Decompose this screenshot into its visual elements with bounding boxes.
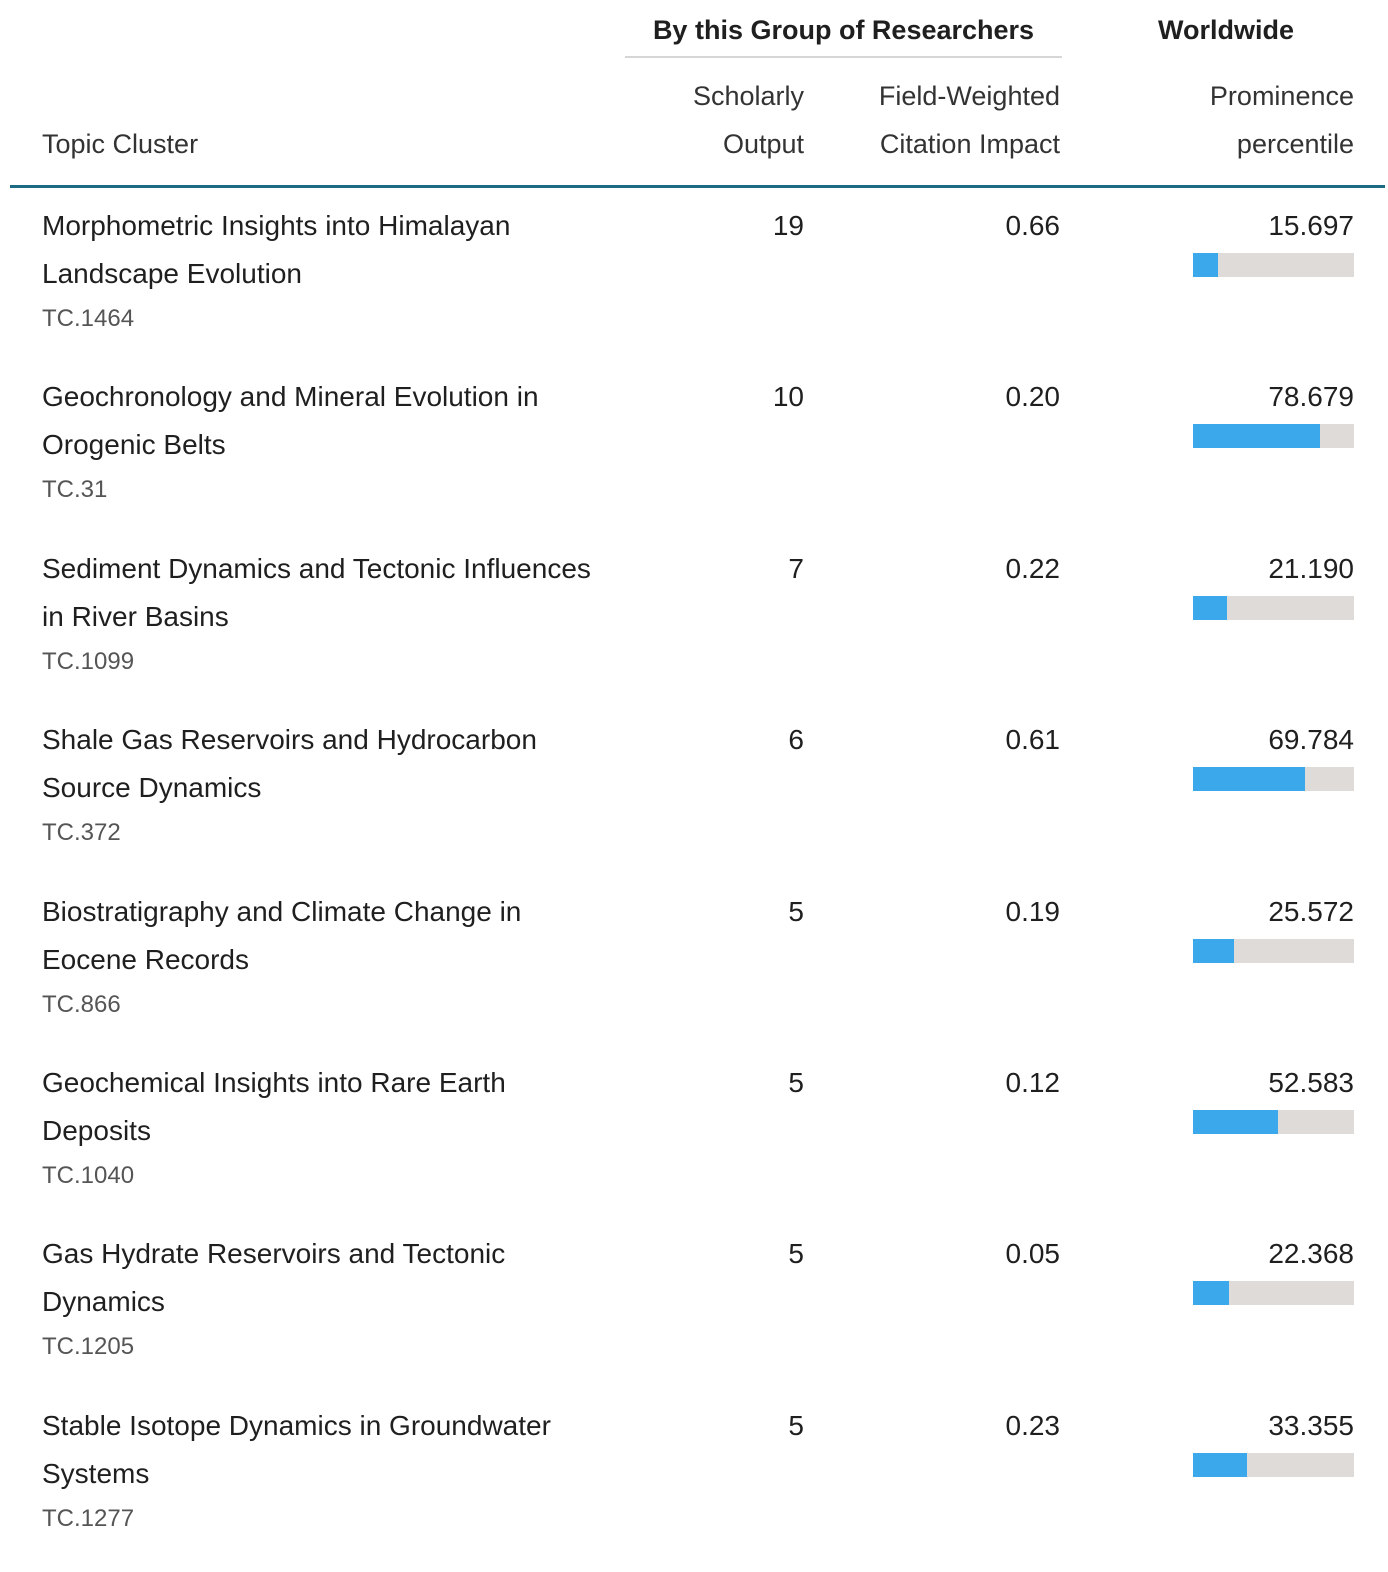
header-line: Field-Weighted bbox=[878, 81, 1060, 111]
header-line: percentile bbox=[1236, 129, 1354, 159]
header-line: Citation Impact bbox=[879, 129, 1060, 159]
topic-name: Sediment Dynamics and Tectonic Influence… bbox=[42, 552, 591, 632]
scholarly-output: 7 bbox=[788, 552, 804, 584]
prominence-track bbox=[1193, 767, 1354, 792]
prominence-track bbox=[1193, 253, 1354, 277]
table-row: Shale Gas Reservoirs and Hydrocarbon Sou… bbox=[0, 716, 1388, 886]
scholarly-output: 19 bbox=[772, 210, 804, 241]
topic-code: TC.1040 bbox=[42, 1162, 135, 1189]
column-header: Topic Cluster bbox=[42, 129, 199, 159]
table-row: Biostratigraphy and Climate Change in Eo… bbox=[0, 888, 1388, 1058]
table-row: Stable Isotope Dynamics in Groundwater S… bbox=[0, 1402, 1388, 1572]
prominence-value: 52.583 bbox=[1268, 1067, 1354, 1098]
prominence-track bbox=[1193, 595, 1354, 620]
table-row: Geochronology and Mineral Evolution in O… bbox=[0, 373, 1388, 543]
table-row: Sediment Dynamics and Tectonic Influence… bbox=[0, 545, 1388, 715]
topic-code: TC.31 bbox=[42, 476, 108, 504]
fwci: 0.22 bbox=[1005, 552, 1061, 584]
topic-code: TC.1099 bbox=[42, 647, 135, 675]
prominence-bar bbox=[1193, 1110, 1278, 1134]
scholarly-output: 5 bbox=[788, 1238, 804, 1270]
topic-code: TC.372 bbox=[42, 819, 121, 847]
group-underline bbox=[625, 56, 1062, 58]
prominence-bar bbox=[1193, 253, 1219, 277]
fwci: 0.20 bbox=[1005, 381, 1061, 413]
prominence-bar bbox=[1193, 595, 1228, 620]
header-line: Prominence bbox=[1209, 81, 1354, 111]
prominence-value: 21.190 bbox=[1268, 552, 1354, 584]
prominence-value: 78.679 bbox=[1268, 381, 1354, 413]
fwci: 0.66 bbox=[1005, 210, 1061, 241]
topic-name: Shale Gas Reservoirs and Hydrocarbon Sou… bbox=[42, 724, 537, 804]
scholarly-output: 10 bbox=[772, 381, 804, 413]
fwci: 0.19 bbox=[1005, 895, 1061, 927]
table-row: Morphometric Insights into Himalayan Lan… bbox=[0, 202, 1388, 372]
topic-name: Morphometric Insights into Himalayan Lan… bbox=[42, 210, 511, 289]
topic-name: Stable Isotope Dynamics in Groundwater S… bbox=[42, 1409, 551, 1489]
header-rule bbox=[10, 185, 1385, 188]
scholarly-output: 6 bbox=[788, 724, 804, 756]
column-header: Scholarly Output bbox=[600, 72, 804, 168]
header-line: Scholarly bbox=[692, 81, 804, 111]
column-header: Field-Weighted Citation Impact bbox=[820, 72, 1060, 168]
table-row: Gas Hydrate Reservoirs and Tectonic Dyna… bbox=[0, 1230, 1388, 1400]
scholarly-output: 5 bbox=[788, 1409, 804, 1441]
prominence-value: 15.697 bbox=[1268, 210, 1354, 241]
group-title: Worldwide bbox=[1157, 15, 1294, 45]
group-title: By this Group of Researchers bbox=[652, 15, 1035, 45]
topic-name: Geochemical Insights into Rare Earth Dep… bbox=[42, 1067, 506, 1146]
prominence-bar bbox=[1193, 1281, 1229, 1306]
prominence-track bbox=[1193, 1281, 1354, 1306]
prominence-track bbox=[1193, 1110, 1354, 1134]
prominence-bar bbox=[1193, 767, 1306, 792]
topic-name: Biostratigraphy and Climate Change in Eo… bbox=[42, 895, 522, 975]
fwci: 0.12 bbox=[1005, 1067, 1061, 1098]
prominence-value: 22.368 bbox=[1268, 1238, 1354, 1270]
prominence-track bbox=[1193, 1452, 1354, 1477]
prominence-value: 25.572 bbox=[1268, 895, 1354, 927]
fwci: 0.61 bbox=[1005, 724, 1061, 756]
fwci: 0.23 bbox=[1005, 1409, 1061, 1441]
page: {"header": { "group_researchers": "By th… bbox=[0, 15, 1388, 1532]
fwci: 0.05 bbox=[1005, 1238, 1061, 1270]
prominence-bar bbox=[1193, 1452, 1247, 1477]
scholarly-output: 5 bbox=[788, 895, 804, 927]
topic-name: Geochronology and Mineral Evolution in O… bbox=[42, 381, 539, 461]
topic-code: TC.1277 bbox=[42, 1504, 135, 1532]
topic-name: Gas Hydrate Reservoirs and Tectonic Dyna… bbox=[42, 1238, 506, 1318]
prominence-bar bbox=[1193, 424, 1320, 449]
header-line: Output bbox=[722, 129, 804, 159]
prominence-value: 69.784 bbox=[1268, 724, 1354, 756]
prominence-bar bbox=[1193, 938, 1235, 963]
prominence-value: 33.355 bbox=[1268, 1409, 1354, 1441]
table-row: Geochemical Insights into Rare Earth Dep… bbox=[0, 1059, 1388, 1229]
topic-code: TC.1464 bbox=[42, 305, 135, 332]
prominence-track bbox=[1193, 938, 1354, 963]
column-header: Prominence percentile bbox=[1100, 72, 1354, 168]
topic-code: TC.1205 bbox=[42, 1333, 135, 1361]
topic-code: TC.866 bbox=[42, 990, 121, 1018]
scholarly-output: 5 bbox=[788, 1067, 804, 1098]
prominence-track bbox=[1193, 424, 1354, 449]
